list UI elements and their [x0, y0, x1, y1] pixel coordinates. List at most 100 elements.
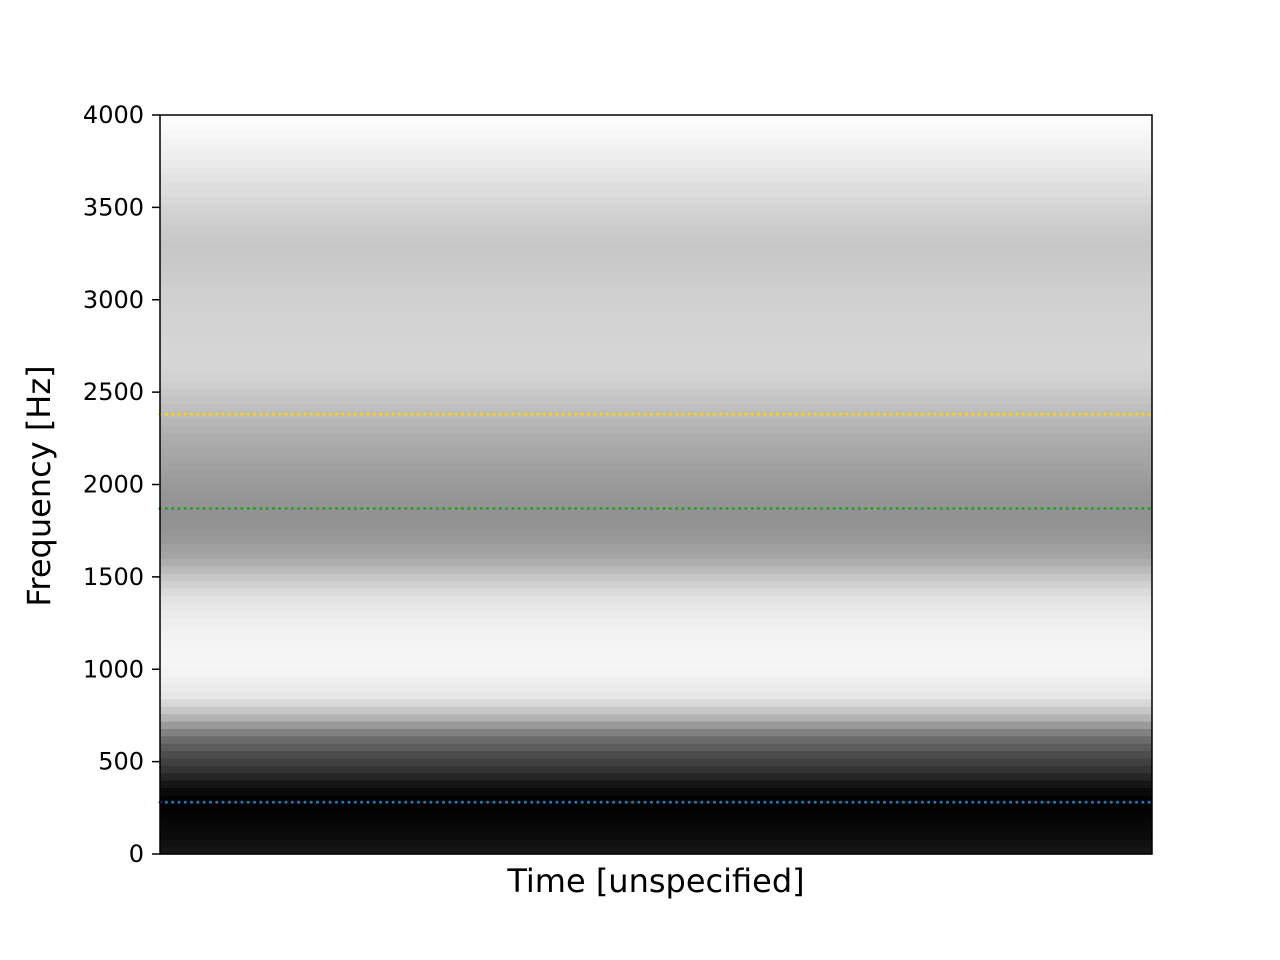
- spectrogram-band: [160, 499, 1152, 508]
- spectrogram-band: [160, 115, 1152, 123]
- spectrogram-band: [160, 432, 1152, 441]
- spectrogram-band: [160, 454, 1152, 463]
- spectrogram-band: [160, 610, 1152, 619]
- spectrogram-band: [160, 743, 1152, 752]
- spectrogram-band: [160, 573, 1152, 582]
- spectrogram-band: [160, 225, 1152, 234]
- x-axis-label: Time [unspecified]: [506, 862, 804, 900]
- spectrogram-band: [160, 299, 1152, 308]
- spectrogram-band: [160, 403, 1152, 412]
- spectrogram-band: [160, 587, 1152, 596]
- formant-lines: [158, 412, 1154, 804]
- spectrogram-band: [160, 551, 1152, 559]
- spectrogram-band: [160, 757, 1152, 766]
- spectrogram-band: [160, 417, 1152, 426]
- spectrogram-band: [160, 188, 1152, 197]
- spectrogram-band: [160, 373, 1152, 382]
- spectrogram-band: [160, 698, 1152, 707]
- spectrogram-band: [160, 765, 1152, 774]
- spectrogram-band: [160, 536, 1152, 545]
- spectrogram-band: [160, 284, 1152, 293]
- spectrogram-band: [160, 211, 1152, 220]
- spectrogram-band: [160, 174, 1152, 183]
- y-tick-label: 3500: [83, 193, 144, 221]
- spectrogram-band: [160, 410, 1152, 419]
- spectrogram-band: [160, 255, 1152, 264]
- y-tick-label: 3000: [83, 286, 144, 314]
- spectrogram-band: [160, 632, 1152, 641]
- spectrogram-band: [160, 624, 1152, 633]
- spectrogram-band: [160, 735, 1152, 744]
- y-tick-label: 0: [129, 840, 144, 868]
- spectrogram-band: [160, 159, 1152, 168]
- spectrogram-band: [160, 639, 1152, 648]
- spectrogram-band: [160, 151, 1152, 160]
- spectrogram-band: [160, 262, 1152, 271]
- spectrogram-band: [160, 218, 1152, 227]
- spectrogram-band: [160, 477, 1152, 486]
- y-tick-label: 4000: [83, 101, 144, 129]
- y-tick-label: 2000: [83, 471, 144, 499]
- spectrogram-band: [160, 144, 1152, 153]
- spectrogram-band: [160, 358, 1152, 367]
- spectrogram-band: [160, 277, 1152, 286]
- spectrogram-band: [160, 846, 1152, 855]
- spectrogram-band: [160, 447, 1152, 456]
- spectrogram-band: [160, 728, 1152, 737]
- y-tick-label: 1000: [83, 655, 144, 683]
- spectrogram-band: [160, 336, 1152, 345]
- spectrogram-band: [160, 491, 1152, 500]
- spectrogram-band: [160, 580, 1152, 589]
- spectrogram-band: [160, 772, 1152, 781]
- spectrogram-band: [160, 809, 1152, 818]
- spectrogram-band: [160, 706, 1152, 715]
- spectrogram-band: [160, 240, 1152, 249]
- spectrogram-band: [160, 425, 1152, 434]
- spectrogram-band: [160, 203, 1152, 212]
- spectrogram-band: [160, 166, 1152, 175]
- spectrogram-band: [160, 366, 1152, 375]
- spectrogram-band: [160, 669, 1152, 678]
- spectrogram-band: [160, 794, 1152, 803]
- spectrogram-band: [160, 321, 1152, 330]
- spectrogram-band: [160, 654, 1152, 663]
- spectrogram-band: [160, 691, 1152, 700]
- spectrogram-band: [160, 528, 1152, 537]
- spectrogram-band: [160, 839, 1152, 848]
- spectrogram-band: [160, 440, 1152, 449]
- spectrogram-band: [160, 137, 1152, 146]
- spectrogram-band: [160, 787, 1152, 796]
- spectrogram-band: [160, 750, 1152, 759]
- y-tick-label: 1500: [83, 563, 144, 591]
- spectrogram-band: [160, 292, 1152, 301]
- spectrogram-band: [160, 617, 1152, 626]
- spectrogram-band: [160, 684, 1152, 693]
- spectrogram-band: [160, 129, 1152, 138]
- y-tick-label: 2500: [83, 378, 144, 406]
- spectrogram-band: [160, 817, 1152, 826]
- spectrogram-band: [160, 388, 1152, 397]
- spectrogram-band: [160, 484, 1152, 493]
- spectrogram-band: [160, 270, 1152, 279]
- spectrogram-band: [160, 802, 1152, 811]
- spectrogram-band: [160, 780, 1152, 789]
- spectrogram-band: [160, 558, 1152, 567]
- spectrogram-band: [160, 196, 1152, 205]
- spectrogram-band: [160, 344, 1152, 353]
- spectrogram-band: [160, 602, 1152, 611]
- y-axis-ticks: 0 500 1000 1500 2000 2500 3000 3500 4000: [83, 101, 160, 868]
- spectrogram-band: [160, 395, 1152, 404]
- spectrogram-band: [160, 543, 1152, 552]
- spectrogram-band: [160, 661, 1152, 670]
- spectrogram-band: [160, 506, 1152, 515]
- spectrogram-band: [160, 676, 1152, 685]
- spectrogram-band: [160, 824, 1152, 833]
- spectrogram-band: [160, 521, 1152, 530]
- spectrogram-band: [160, 381, 1152, 390]
- spectrogram-band: [160, 720, 1152, 729]
- spectrogram-band: [160, 469, 1152, 478]
- spectrogram-band: [160, 329, 1152, 338]
- spectrogram-band: [160, 647, 1152, 656]
- spectrogram-band: [160, 831, 1152, 840]
